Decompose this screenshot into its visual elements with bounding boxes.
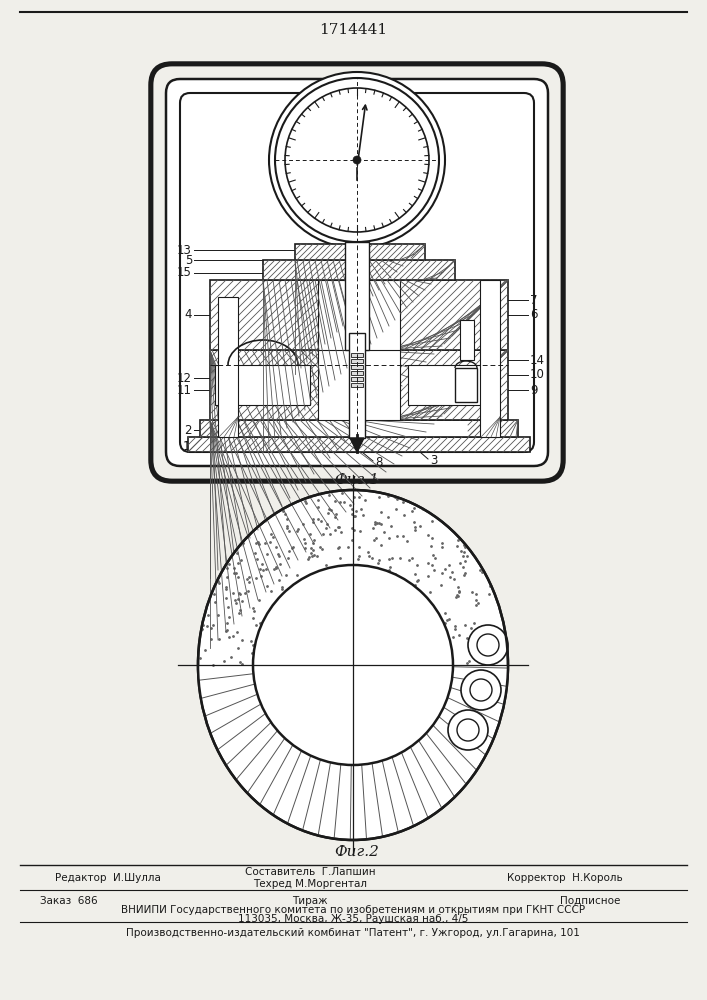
- Circle shape: [269, 72, 445, 248]
- Circle shape: [468, 625, 508, 665]
- Text: 12: 12: [177, 371, 192, 384]
- Text: Тираж: Тираж: [292, 896, 328, 906]
- Wedge shape: [198, 665, 508, 820]
- Text: 11: 11: [177, 383, 192, 396]
- Bar: [345, 242, 369, 350]
- Text: 14: 14: [530, 354, 545, 366]
- Text: Подписное: Подписное: [560, 896, 620, 906]
- Text: 13: 13: [177, 243, 192, 256]
- Ellipse shape: [198, 490, 508, 840]
- Bar: [351, 377, 363, 381]
- Bar: [200, 420, 518, 437]
- Text: 1: 1: [182, 440, 190, 452]
- Text: 3: 3: [430, 454, 438, 466]
- Bar: [318, 340, 400, 420]
- Circle shape: [477, 634, 499, 656]
- Bar: [210, 350, 508, 420]
- Text: Производственно-издательский комбинат "Патент", г. Ужгород, ул.Гагарина, 101: Производственно-издательский комбинат "П…: [126, 928, 580, 938]
- Text: 15: 15: [177, 266, 192, 279]
- Bar: [351, 359, 363, 363]
- Bar: [351, 371, 363, 375]
- Ellipse shape: [253, 565, 453, 765]
- Bar: [295, 244, 425, 260]
- Text: 113035, Москва, Ж-35, Раушская наб., 4/5: 113035, Москва, Ж-35, Раушская наб., 4/5: [238, 914, 468, 924]
- Text: 7: 7: [530, 294, 537, 306]
- FancyBboxPatch shape: [166, 79, 548, 466]
- Circle shape: [353, 156, 361, 164]
- Text: Техред М.Моргентал: Техред М.Моргентал: [253, 879, 367, 889]
- Bar: [351, 353, 363, 357]
- Text: Фиг.1: Фиг.1: [334, 473, 380, 487]
- Bar: [318, 280, 400, 350]
- Bar: [210, 280, 508, 350]
- Circle shape: [285, 88, 429, 232]
- Text: 10: 10: [530, 368, 545, 381]
- Text: ВНИИПИ Государственного комитета по изобретениям и открытиям при ГКНТ СССР: ВНИИПИ Государственного комитета по изоб…: [121, 905, 585, 915]
- Text: Фиг.2: Фиг.2: [334, 845, 380, 859]
- Text: 5: 5: [185, 253, 192, 266]
- Text: Редактор  И.Шулла: Редактор И.Шулла: [55, 873, 161, 883]
- Circle shape: [470, 679, 492, 701]
- Circle shape: [275, 78, 439, 242]
- Polygon shape: [350, 438, 364, 452]
- Text: Составитель  Г.Лапшин: Составитель Г.Лапшин: [245, 867, 375, 877]
- Circle shape: [461, 670, 501, 710]
- FancyBboxPatch shape: [172, 85, 542, 460]
- Bar: [455, 368, 477, 402]
- Text: Корректор  Н.Король: Корректор Н.Король: [507, 873, 623, 883]
- Text: Заказ  686: Заказ 686: [40, 896, 98, 906]
- Bar: [349, 333, 365, 438]
- Bar: [460, 320, 474, 360]
- Bar: [218, 297, 238, 437]
- Text: 1714441: 1714441: [319, 23, 387, 37]
- Bar: [263, 260, 455, 280]
- Text: 6: 6: [530, 308, 537, 322]
- Text: 4: 4: [185, 308, 192, 322]
- Bar: [351, 365, 363, 369]
- Bar: [188, 437, 530, 452]
- Text: 1: 1: [185, 440, 192, 452]
- Circle shape: [457, 719, 479, 741]
- Bar: [215, 365, 310, 405]
- Text: 9: 9: [530, 383, 537, 396]
- Text: 2: 2: [185, 424, 192, 436]
- Bar: [351, 383, 363, 387]
- Text: 8: 8: [375, 456, 382, 468]
- Bar: [480, 280, 500, 437]
- Circle shape: [448, 710, 488, 750]
- Bar: [408, 365, 493, 405]
